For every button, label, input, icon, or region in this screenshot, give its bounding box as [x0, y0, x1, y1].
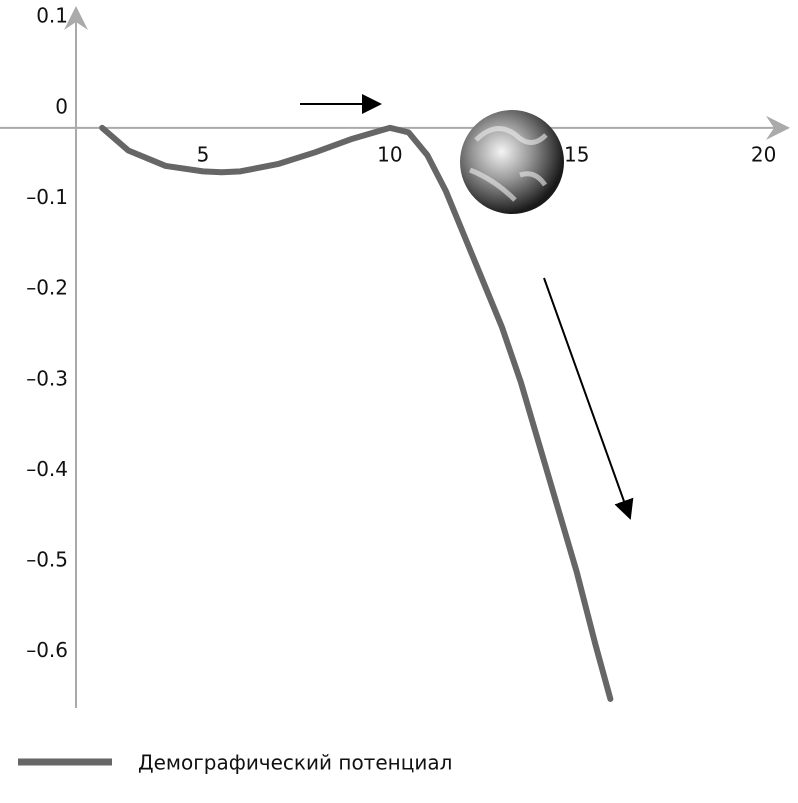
- chart: 5 10 15 20 0.1 0 –0.1 –0.2 –0.3 –0.4 –0.5 –0.6 Демо…: [0, 0, 798, 799]
- x-tick-label: 10: [377, 142, 402, 166]
- y-tick-label: –0.1: [26, 185, 68, 209]
- y-tick-label: –0.6: [26, 638, 68, 662]
- y-tick-label: 0.1: [36, 4, 68, 28]
- y-tick-label: –0.4: [26, 457, 68, 481]
- arrow: [544, 278, 630, 518]
- x-tick-label: 15: [564, 142, 589, 166]
- y-tick-label: –0.2: [26, 276, 68, 300]
- y-tick-label: 0: [55, 94, 68, 118]
- x-tick-label: 20: [751, 142, 776, 166]
- legend-label: Демографический потенциал: [138, 751, 452, 775]
- line-series: [102, 128, 610, 699]
- y-tick-label: –0.5: [26, 548, 68, 572]
- y-tick-label: –0.3: [26, 366, 68, 390]
- x-tick-label: 5: [197, 142, 210, 166]
